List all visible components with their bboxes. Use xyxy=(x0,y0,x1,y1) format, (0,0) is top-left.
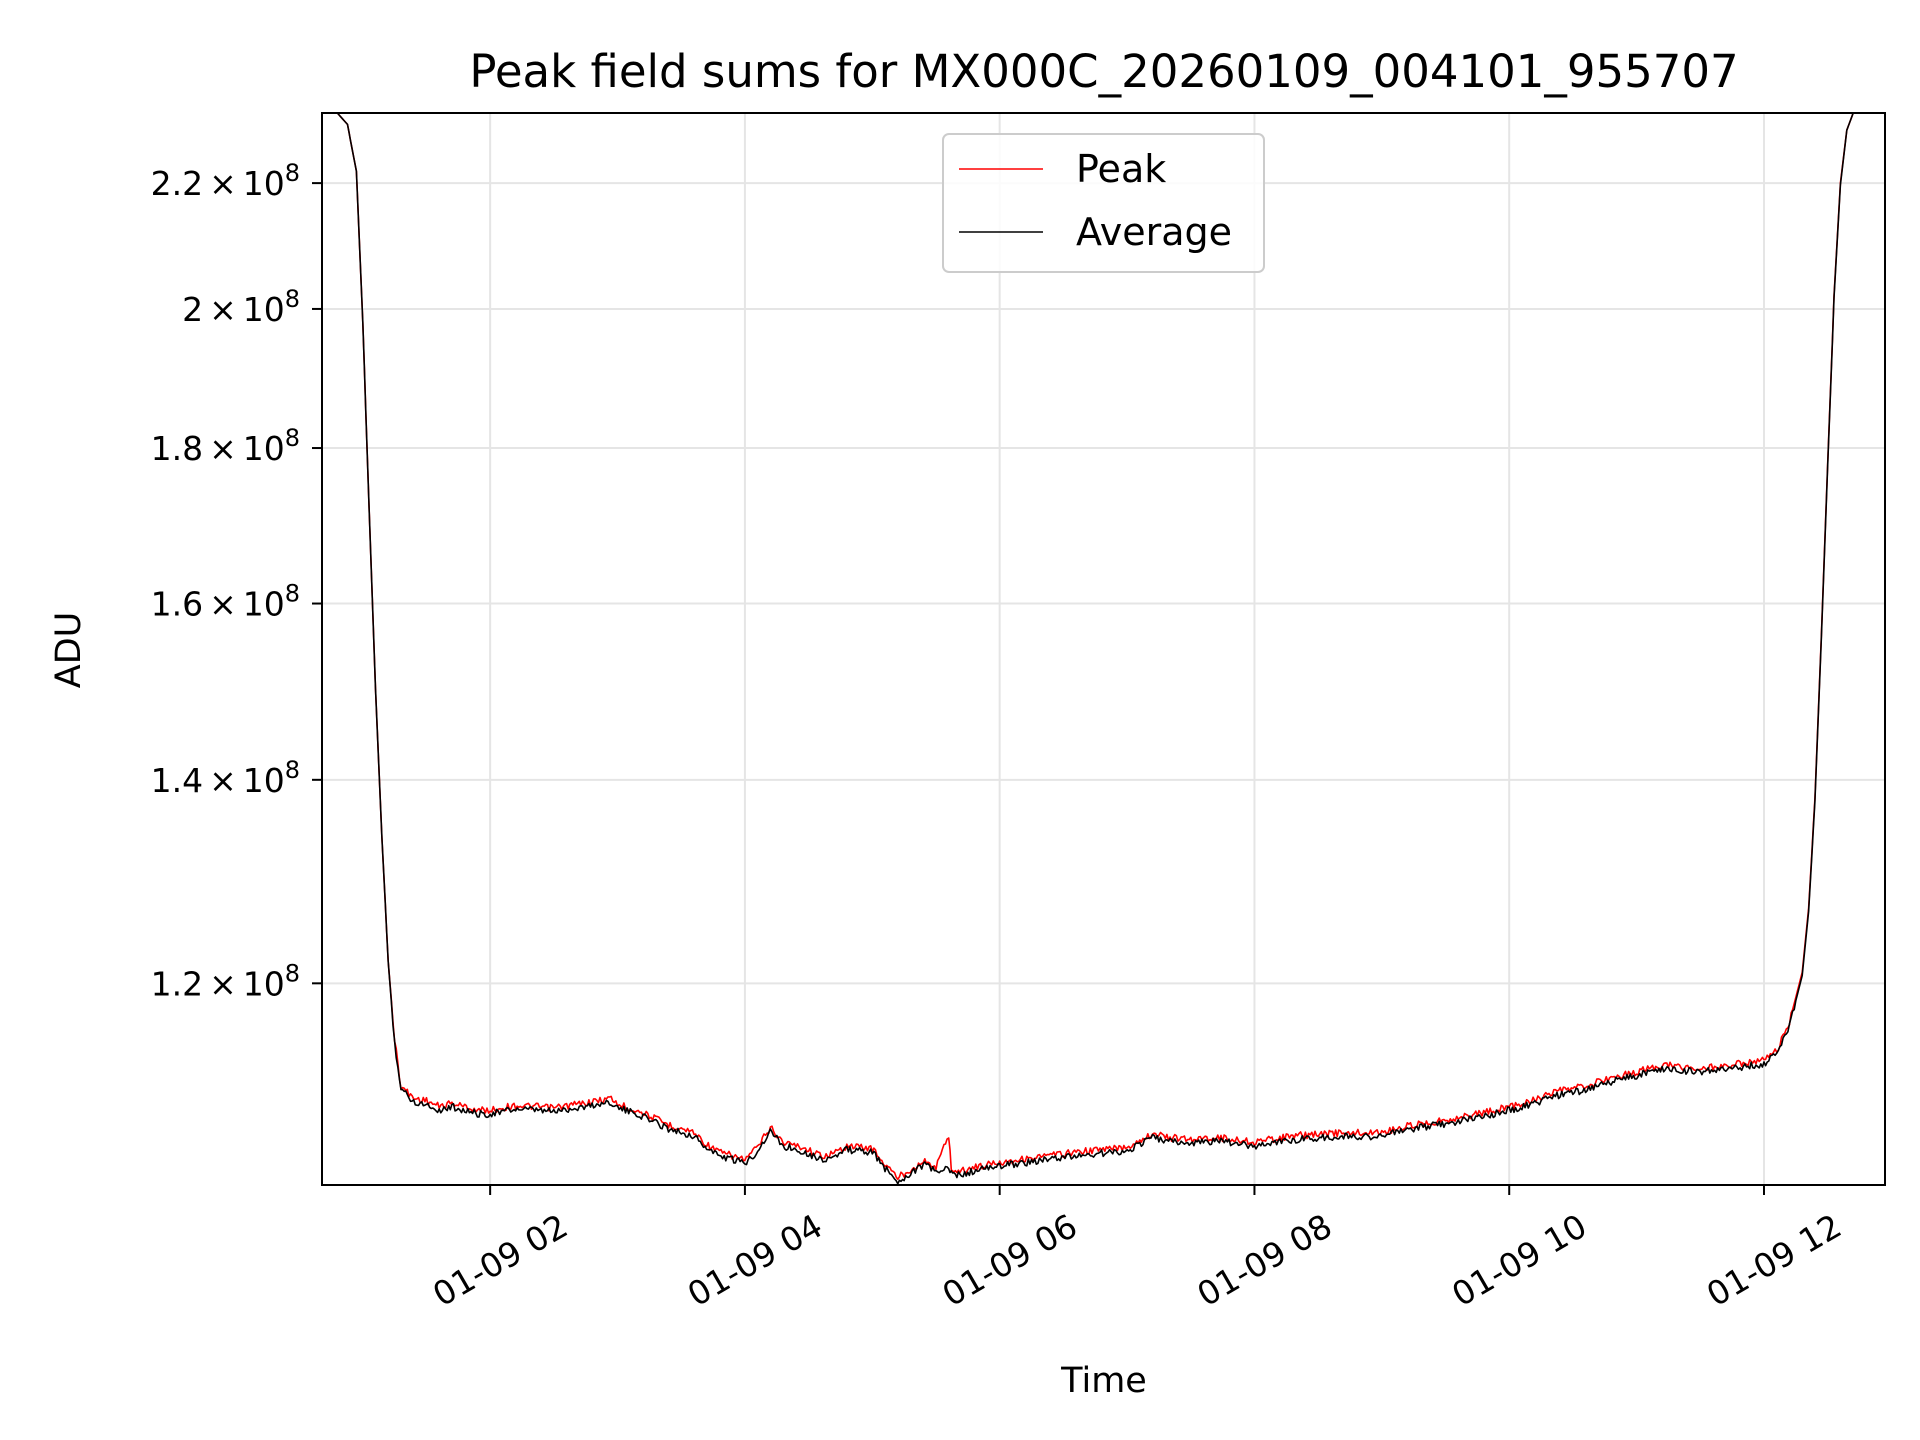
legend-label-average: Average xyxy=(1076,210,1232,254)
y-axis-label: ADU xyxy=(49,612,89,689)
y-tick-exponent: 8 xyxy=(285,285,300,313)
y-tick-times: × xyxy=(209,964,237,1003)
y-tick-times: × xyxy=(209,164,237,203)
y-tick-base: 10 xyxy=(243,164,285,203)
y-tick-times: × xyxy=(209,290,237,329)
y-tick-base: 10 xyxy=(243,290,285,329)
y-tick-base: 10 xyxy=(243,964,285,1003)
y-tick-mantissa: 2 xyxy=(182,290,203,329)
plot-frame xyxy=(321,112,1886,1186)
y-tick-exponent: 8 xyxy=(285,959,300,987)
y-tick-mantissa: 2.2 xyxy=(151,164,203,203)
y-tick-mantissa: 1.6 xyxy=(151,585,203,624)
y-tick-times: × xyxy=(209,429,237,468)
x-axis-label: Time xyxy=(1060,1361,1147,1401)
y-tick-exponent: 8 xyxy=(285,756,300,784)
chart-title: Peak field sums for MX000C_20260109_0041… xyxy=(469,45,1738,98)
y-tick-base: 10 xyxy=(243,429,285,468)
grid xyxy=(322,113,1885,1185)
y-tick-label: 2 × 108 xyxy=(182,285,300,329)
y-tick-mantissa: 1.8 xyxy=(151,429,203,468)
y-tick-times: × xyxy=(209,585,237,624)
y-tick-label: 1.4 × 108 xyxy=(151,756,300,800)
series-line-peak xyxy=(322,113,1885,1181)
series-layer xyxy=(322,113,1885,1185)
legend: Peak Average xyxy=(942,133,1265,273)
y-tick-mantissa: 1.2 xyxy=(151,964,203,1003)
y-tick-mantissa: 1.4 xyxy=(151,761,203,800)
y-tick-base: 10 xyxy=(243,761,285,800)
y-tick-exponent: 8 xyxy=(285,159,300,187)
series-line-average xyxy=(322,113,1885,1185)
y-tick-exponent: 8 xyxy=(285,580,300,608)
legend-label-peak: Peak xyxy=(1076,147,1166,191)
y-tick-label: 1.2 × 108 xyxy=(151,959,300,1003)
y-tick-label: 1.8 × 108 xyxy=(151,424,300,468)
y-tick-base: 10 xyxy=(243,585,285,624)
y-tick-label: 1.6 × 108 xyxy=(151,580,300,624)
y-tick-exponent: 8 xyxy=(285,424,300,452)
y-tick-label: 2.2 × 108 xyxy=(151,159,300,203)
y-tick-times: × xyxy=(209,761,237,800)
